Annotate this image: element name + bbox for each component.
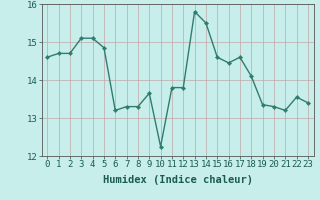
X-axis label: Humidex (Indice chaleur): Humidex (Indice chaleur)	[103, 175, 252, 185]
